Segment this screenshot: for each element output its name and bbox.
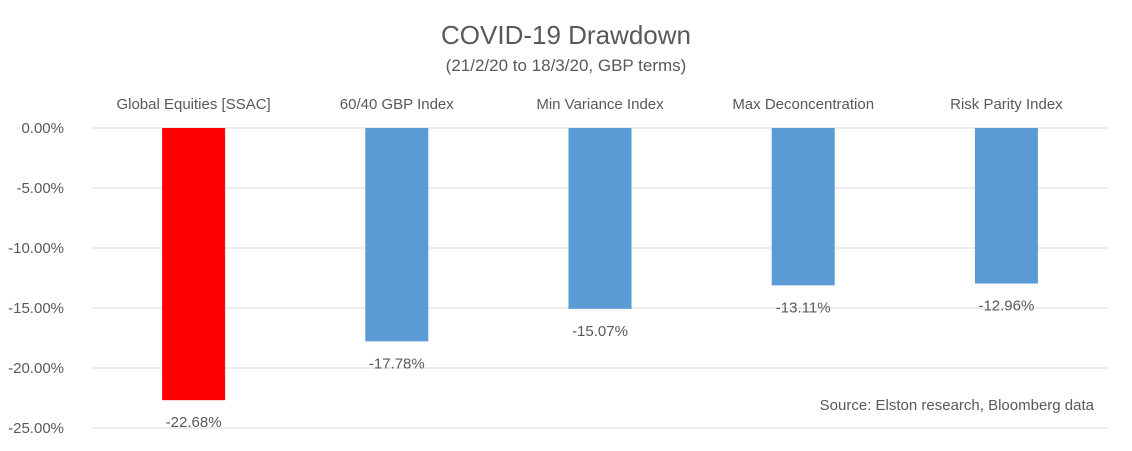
data-label: -15.07% (572, 323, 628, 340)
category-label: Risk Parity Index (950, 96, 1063, 113)
bar (974, 128, 1038, 284)
category-label: Global Equities [SSAC] (116, 96, 270, 113)
category-labels: Global Equities [SSAC] 60/40 GBP Index Min… (116, 96, 1063, 113)
y-tick-label: -10.00% (8, 240, 64, 257)
data-label: -12.96% (978, 298, 1034, 315)
y-tick-label: 0.00% (21, 120, 64, 137)
y-tick-label: -20.00% (8, 360, 64, 377)
data-label: -17.78% (369, 355, 425, 372)
bar (568, 128, 632, 309)
data-labels: -22.68% -17.78% -15.07% -13.11% -12.96% (166, 298, 1035, 432)
category-label: Max Deconcentration (732, 96, 874, 113)
bar (365, 128, 429, 342)
data-label: -13.11% (776, 299, 831, 316)
y-axis-ticks: 0.00% -5.00% -10.00% -15.00% -20.00% -25.00% (8, 120, 64, 437)
bar (771, 128, 835, 286)
bars (162, 128, 1038, 401)
chart-title: COVID-19 Drawdown (441, 20, 691, 50)
category-label: Min Variance Index (536, 96, 664, 113)
bar (162, 128, 226, 401)
data-label: -22.68% (166, 414, 222, 431)
category-label: 60/40 GBP Index (340, 96, 454, 113)
source-note: Source: Elston research, Bloomberg data (820, 397, 1095, 414)
y-tick-label: -5.00% (16, 180, 64, 197)
chart-subtitle: (21/2/20 to 18/3/20, GBP terms) (446, 56, 687, 75)
y-tick-label: -25.00% (8, 420, 64, 437)
y-tick-label: -15.00% (8, 300, 64, 317)
